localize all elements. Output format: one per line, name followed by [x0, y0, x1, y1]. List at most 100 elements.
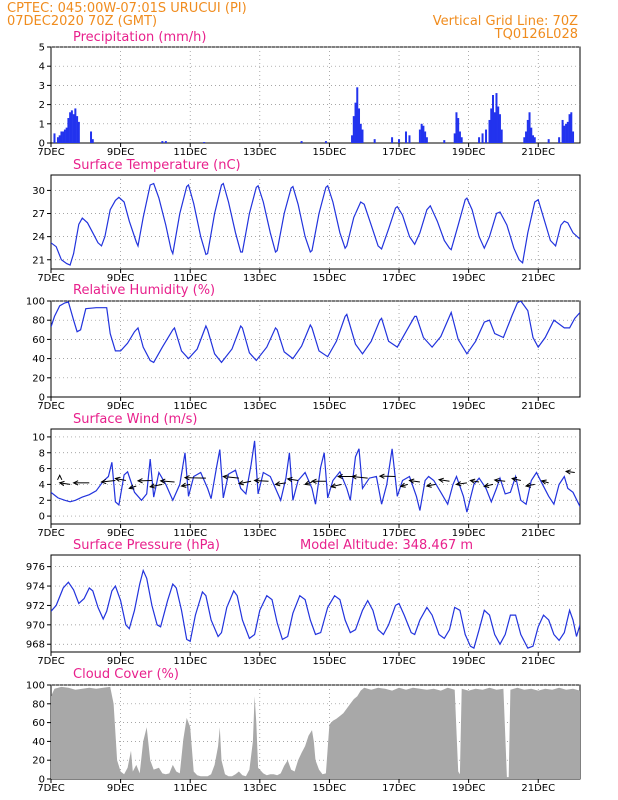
cloud-cover-point [524, 689, 525, 690]
wind-arrow-head [564, 469, 571, 475]
cloud-cover-point [183, 739, 184, 740]
temperature-data-point [518, 259, 519, 260]
cloud-cover-point [124, 774, 125, 775]
temperature-data-point [346, 245, 347, 246]
cloud-cover-point [242, 775, 243, 776]
wind-data-point [324, 452, 325, 453]
cloud-cover-point [308, 735, 309, 736]
wind-arrow-head [511, 476, 518, 482]
cloud-cover-point [176, 771, 177, 772]
cloud-cover-point [146, 727, 147, 728]
pressure-data-point [266, 595, 267, 596]
pressure-data-point [287, 636, 288, 637]
wind-arrow [304, 481, 313, 485]
humidity-data-point [431, 346, 432, 347]
temperature-data-point [270, 232, 271, 233]
pressure-data-point [103, 618, 104, 619]
temperature-data-point [172, 253, 173, 254]
wind-arrow [438, 479, 450, 482]
wind-data-point [280, 500, 281, 501]
pressure-data-point [378, 629, 379, 630]
humidity-ytick-label: 100 [26, 297, 45, 308]
wind-data-point [127, 471, 128, 472]
temperature-data-point [235, 232, 236, 233]
wind-arrow [351, 476, 368, 479]
wind-data-point [207, 488, 208, 489]
temperature-data-point [284, 213, 285, 214]
humidity-data-point [301, 346, 302, 347]
humidity-data-point [381, 318, 382, 319]
cloud-cover-ytick-label: 100 [26, 681, 45, 692]
precipitation-bar [563, 125, 566, 143]
precipitation-bar [90, 131, 93, 143]
humidity-xtick-label: 11DEC [173, 401, 207, 412]
temperature-data-point [56, 246, 57, 247]
wind-arrow [160, 480, 175, 483]
temperature-data-point [101, 245, 102, 246]
humidity-data [51, 301, 580, 364]
wind-data-point [263, 472, 264, 473]
wind-data-point [381, 504, 382, 505]
temperature-data-point [97, 242, 98, 243]
wind-arrow-head [408, 478, 415, 484]
humidity-ytick-label: 80 [32, 316, 45, 327]
wind-data-point [416, 496, 417, 497]
pressure-data-point [543, 615, 544, 616]
wind-data-point [146, 493, 147, 494]
pressure-data-point [320, 632, 321, 633]
cloud-cover-panel: 0 20 40 60 80 100 7DEC 9DEC 11DEC 13DEC 15DEC 17DEC… [26, 667, 581, 794]
precipitation-bar [354, 102, 357, 143]
cloud-cover-point [357, 696, 358, 697]
pressure-data-point [527, 648, 528, 649]
cloud-cover-point [339, 716, 340, 717]
temperature-data-point [311, 250, 312, 251]
cloud-cover-point [211, 774, 212, 775]
wind-arrow-head [437, 477, 444, 483]
wind-ytick-label: 0 [39, 512, 45, 523]
wind-frame [50, 428, 581, 525]
wind-data-point [466, 512, 467, 513]
pressure-data-point [304, 599, 305, 600]
wind-data-point [108, 476, 109, 477]
precipitation-bar [65, 127, 68, 143]
temperature-data-point [223, 183, 224, 184]
temperature-data-point [207, 253, 208, 254]
humidity-data-point [106, 307, 107, 308]
wind-data-point [277, 492, 278, 493]
humidity-data-point [231, 348, 232, 349]
pressure-data-point [106, 611, 107, 612]
pressure-ytick-label: 970 [26, 620, 45, 631]
wind-xtick-label: 11DEC [173, 528, 207, 539]
cloud-cover-point [96, 688, 97, 689]
wind-ytick-label: 4 [39, 480, 45, 491]
cloud-cover-point [132, 771, 133, 772]
cloud-cover-point [291, 769, 292, 770]
wind-arrow-head [222, 474, 229, 480]
cloud-cover-point [517, 687, 518, 688]
pressure-data-point [186, 639, 187, 640]
humidity-data-point [416, 316, 417, 317]
temperature-data-point [353, 217, 354, 218]
wind-arrow-head [303, 480, 311, 486]
precipitation-bar [356, 87, 359, 143]
humidity-data-point [73, 320, 74, 321]
humidity-data-point [517, 302, 518, 303]
precipitation-bar [67, 118, 70, 143]
humidity-data-point [292, 358, 293, 359]
pressure-xtick-label: 11DEC [173, 656, 207, 667]
humidity-xtick-label: 7DEC [37, 401, 64, 412]
cloud-cover-point [54, 688, 55, 689]
temperature-data-point [543, 217, 544, 218]
cloud-cover-point [158, 767, 159, 768]
pressure-data-point [242, 619, 243, 620]
wind-arrow-head [58, 480, 65, 487]
pressure-data-point [572, 619, 573, 620]
wind-data-point [188, 496, 189, 497]
precipitation-bar [568, 114, 571, 143]
wind-data-point [536, 472, 537, 473]
humidity-data-point [153, 362, 154, 363]
wind-arrow [181, 483, 191, 487]
precipitation-xtick-label: 21DEC [521, 147, 555, 158]
humidity-ytick-label: 0 [39, 393, 45, 404]
pressure-data-point [494, 634, 495, 635]
